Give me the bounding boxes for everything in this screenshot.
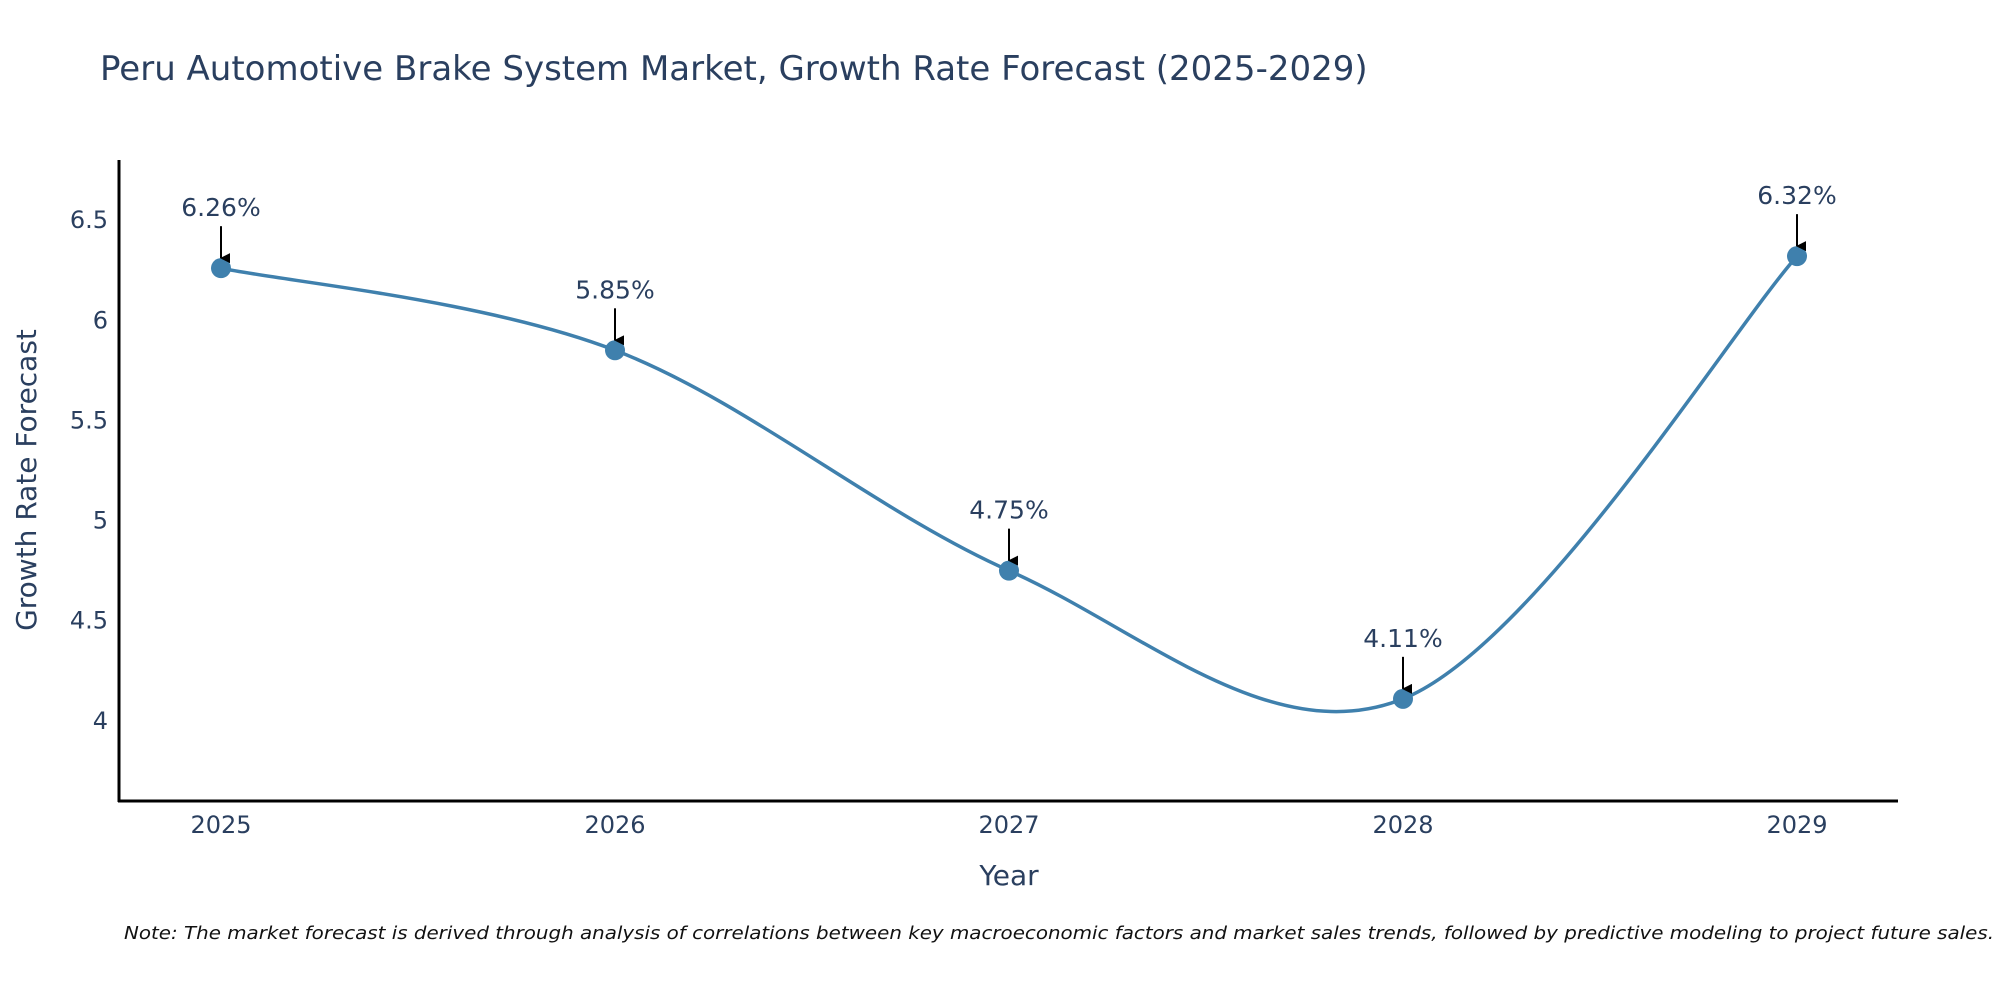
data-label: 6.32% bbox=[1757, 181, 1836, 210]
data-point bbox=[1393, 688, 1413, 709]
data-point bbox=[999, 560, 1019, 581]
chart-title: Peru Automotive Brake System Market, Gro… bbox=[100, 49, 1368, 89]
x-tick-label: 2029 bbox=[1766, 811, 1827, 839]
x-axis-label: Year bbox=[978, 859, 1039, 892]
y-tick-label: 4.5 bbox=[70, 607, 108, 635]
y-axis-label: Growth Rate Forecast bbox=[10, 329, 43, 631]
data-label: 5.85% bbox=[575, 275, 654, 304]
y-tick-label: 5.5 bbox=[70, 406, 108, 434]
x-tick-label: 2028 bbox=[1372, 811, 1433, 839]
data-point bbox=[1787, 246, 1807, 267]
y-axis-ticks: 4 4.5 5 5.5 6 6.5 bbox=[70, 206, 108, 735]
y-tick-label: 6 bbox=[93, 306, 108, 334]
x-tick-label: 2026 bbox=[584, 811, 645, 839]
data-markers bbox=[211, 246, 1807, 709]
x-tick-label: 2027 bbox=[978, 811, 1039, 839]
series-line bbox=[220, 254, 1799, 714]
x-tick-label: 2025 bbox=[190, 811, 251, 839]
footnote: Note: The market forecast is derived thr… bbox=[124, 923, 1994, 944]
data-label: 4.75% bbox=[969, 496, 1048, 525]
data-point bbox=[211, 258, 231, 279]
y-tick-label: 6.5 bbox=[70, 206, 108, 234]
y-tick-label: 5 bbox=[93, 507, 108, 535]
y-tick-label: 4 bbox=[93, 707, 108, 735]
data-label: 4.11% bbox=[1363, 624, 1442, 653]
data-point bbox=[605, 340, 625, 361]
x-axis-ticks: 2025 2026 2027 2028 2029 bbox=[190, 811, 1827, 839]
data-annotations: 6.26% 5.85% 4.75% 4.11% 6.32% bbox=[181, 181, 1837, 694]
data-label: 6.26% bbox=[181, 193, 260, 222]
